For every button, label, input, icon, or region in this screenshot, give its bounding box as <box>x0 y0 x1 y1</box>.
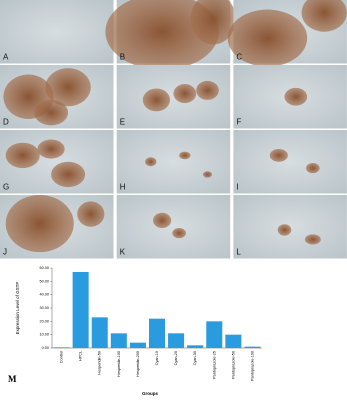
panel-label: D <box>3 118 9 127</box>
panel-background <box>116 195 231 259</box>
stained-region <box>5 142 40 169</box>
x-tick-label: Cyan-20 <box>174 351 178 365</box>
x-tick-label: Pantoprazole-100 <box>250 351 254 381</box>
stained-region <box>304 234 321 245</box>
micrograph-panel: H <box>116 130 231 194</box>
stained-region <box>45 68 91 107</box>
panel-background <box>116 130 231 194</box>
stained-region <box>145 157 157 167</box>
bar <box>91 317 108 348</box>
panel-label: F <box>236 118 241 127</box>
micrograph-panel: I <box>233 130 347 194</box>
panel-label: J <box>3 248 7 257</box>
bar <box>168 333 185 348</box>
x-tick-label: Pantoprazole-50 <box>231 351 235 379</box>
x-tick-label: Cyan-30 <box>193 351 197 365</box>
stained-region <box>142 88 171 112</box>
stained-region <box>105 0 219 70</box>
x-tick-label: Control <box>60 351 64 363</box>
stained-region <box>173 84 197 104</box>
x-tick-label: Hesperidin-50 <box>98 351 102 375</box>
panel-label: G <box>3 183 9 192</box>
bar <box>53 347 70 348</box>
panel-label: E <box>120 118 125 127</box>
stained-region <box>284 87 308 106</box>
stained-region <box>5 195 74 253</box>
stained-region <box>51 161 86 188</box>
stained-region <box>202 171 213 178</box>
bar <box>148 318 166 348</box>
y-tick-label: 30.00 <box>39 306 49 310</box>
panel-label: C <box>236 53 242 62</box>
micrograph-panel: E <box>116 65 231 129</box>
bar <box>187 345 204 348</box>
panel-label: H <box>120 183 126 192</box>
stained-region <box>190 0 236 45</box>
stained-region <box>34 99 69 126</box>
stained-region <box>269 149 288 162</box>
stained-region <box>153 212 172 229</box>
bar <box>129 342 146 348</box>
micrograph-panel: D <box>0 65 114 129</box>
panel-label: A <box>3 53 9 62</box>
micrograph-panel: C <box>227 0 347 67</box>
stained-region <box>306 163 320 174</box>
y-tick-label: 50.00 <box>39 279 49 283</box>
stained-region <box>77 201 105 227</box>
stained-region <box>277 224 292 236</box>
panel-label: K <box>120 248 126 257</box>
y-tick-label: 20.00 <box>39 319 49 323</box>
panel-background <box>0 0 114 64</box>
x-tick-label: Hesperidin-100 <box>117 351 121 377</box>
y-tick-label: 40.00 <box>39 293 49 297</box>
x-tick-label: Hesperidin-200 <box>136 351 140 377</box>
stained-region <box>179 151 191 160</box>
stained-region <box>227 9 308 67</box>
x-tick-label: Cyan-10 <box>155 351 159 365</box>
panel-label: L <box>236 248 241 257</box>
panel-label: B <box>120 53 125 62</box>
bar <box>206 321 223 348</box>
bar <box>110 333 127 348</box>
y-tick-label: 60.00 <box>39 266 49 270</box>
micrograph-panel: K <box>116 195 231 259</box>
x-tick-label: HPCL <box>79 351 83 361</box>
micrograph-panel: B <box>105 0 236 70</box>
x-axis-title: Groups <box>142 391 158 396</box>
stained-region <box>37 139 65 159</box>
y-tick-label: 10.00 <box>39 333 49 337</box>
y-axis-title: Expression Level of GSTP <box>15 282 20 335</box>
panel-label: I <box>236 183 238 192</box>
panel-background <box>233 130 347 194</box>
panel-background <box>233 195 347 259</box>
micrograph-panel: J <box>0 195 114 259</box>
micrograph-panel: A <box>0 0 114 64</box>
micrograph-panel: G <box>0 130 114 194</box>
stained-region <box>301 0 347 32</box>
x-tick-label: Pantoprazole-25 <box>212 351 216 379</box>
stained-region <box>196 80 219 100</box>
bar <box>244 346 261 348</box>
bar <box>225 334 242 348</box>
bar <box>72 272 89 348</box>
micrograph-panel: L <box>233 195 347 259</box>
panel-label: M <box>8 374 17 384</box>
stained-region <box>172 228 186 239</box>
y-tick-label: 0.00 <box>42 346 49 350</box>
micrograph-panel: F <box>233 65 347 129</box>
